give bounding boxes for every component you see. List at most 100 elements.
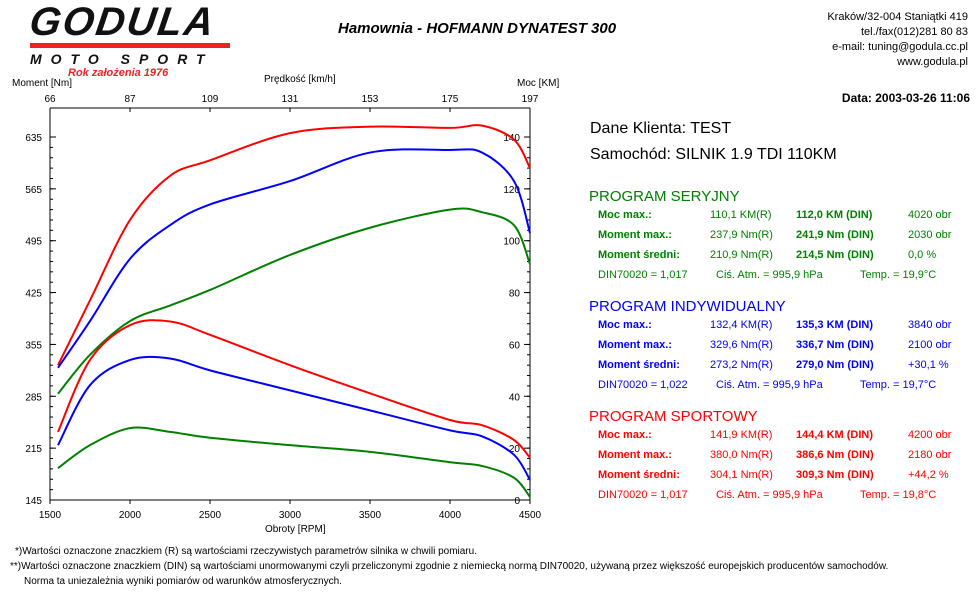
y2-axis-label: Moc [KM]: [517, 78, 559, 89]
program-row: Moment średni: 273,2 Nm(R) 279,0 Nm (DIN) +…: [598, 359, 949, 371]
x-tick-label: 2500: [199, 510, 222, 521]
program-cell: Moc max.:: [598, 209, 652, 221]
program-cell: 2030 obr: [908, 229, 952, 241]
y-tick-label: 355: [25, 340, 42, 351]
y2-tick-label: 40: [509, 392, 521, 403]
x-tick-label: 3500: [359, 510, 382, 521]
program-cell: 214,5 Nm (DIN): [796, 249, 874, 261]
series-line-moment-sportowy: [57, 319, 531, 459]
footnote-1: *)Wartości oznaczone znaczkiem (R) są wa…: [15, 546, 477, 557]
x2-tick-label: 87: [124, 94, 136, 105]
footnote-2: **)Wartości oznaczone znaczkiem (DIN) są…: [10, 561, 889, 572]
x-tick-label: 3000: [279, 510, 302, 521]
din-factor: DIN70020 = 1,022: [598, 379, 688, 391]
program-cell: Moment średni:: [598, 359, 680, 371]
din-factor: DIN70020 = 1,017: [598, 489, 688, 501]
x-tick-label: 2000: [119, 510, 142, 521]
date: Data: 2003-03-26 11:06: [841, 91, 970, 105]
program-cell: +44,2 %: [908, 469, 949, 481]
din-factor: DIN70020 = 1,017: [598, 269, 688, 281]
footnote-3: Norma ta uniezależnia wyniki pomiarów od…: [24, 576, 342, 587]
program-title: PROGRAM SERYJNY: [589, 188, 740, 205]
y-tick-label: 145: [25, 496, 42, 507]
temperature: Temp. = 19,7°C: [860, 379, 937, 391]
pressure: Ciś. Atm. = 995,9 hPa: [716, 489, 823, 501]
x2-tick-label: 109: [202, 94, 219, 105]
program-cell: 304,1 Nm(R): [710, 469, 773, 481]
program-cell: 132,4 KM(R): [710, 319, 773, 331]
program-cell: 380,0 Nm(R): [710, 449, 773, 461]
program-cell: 336,7 Nm (DIN): [796, 339, 874, 351]
program-cell: Moment max.:: [598, 229, 672, 241]
program-cell: Moment średni:: [598, 249, 680, 261]
program-cell: 112,0 KM (DIN): [796, 209, 873, 221]
pressure: Ciś. Atm. = 995,9 hPa: [716, 269, 823, 281]
y-axis-label: Moment [Nm]: [12, 78, 72, 89]
program-cell: +30,1 %: [908, 359, 949, 371]
program-cell: 2100 obr: [908, 339, 952, 351]
program-row: Moc max.: 141,9 KM(R) 144,4 KM (DIN) 4200 o…: [598, 429, 951, 441]
program-cell: Moc max.:: [598, 319, 652, 331]
series-line-moment-indywidualny: [57, 355, 531, 481]
program-cell: 279,0 Nm (DIN): [796, 359, 874, 371]
y-tick-label: 425: [25, 289, 42, 300]
program-row: Moment max.: 329,6 Nm(R) 336,7 Nm (DIN) 210…: [598, 339, 951, 351]
client-name: Dane Klienta: TEST: [590, 120, 732, 137]
program-row: Moc max.: 110,1 KM(R) 112,0 KM (DIN) 4020 o…: [598, 209, 951, 221]
program-row: Moc max.: 132,4 KM(R) 135,3 KM (DIN) 3840 o…: [598, 319, 951, 331]
program-row: Moment max.: 237,9 Nm(R) 241,9 Nm (DIN) 203…: [598, 229, 951, 241]
address: Kraków/32-004 Staniątki 419 tel./fax(012…: [827, 10, 968, 70]
y-tick-label: 285: [25, 392, 42, 403]
program-row: Moment średni: 304,1 Nm(R) 309,3 Nm (DIN) +…: [598, 469, 949, 481]
footnotes: *)Wartości oznaczone znaczkiem (R) są wa…: [10, 544, 888, 589]
program-cell: 0,0 %: [908, 249, 937, 261]
temperature: Temp. = 19,8°C: [860, 489, 937, 501]
program-cell: 273,2 Nm(R): [710, 359, 773, 371]
x2-tick-label: 131: [282, 94, 299, 105]
series-line-moc-seryjny: [57, 207, 531, 395]
program-conditions: DIN70020 = 1,017 Ciś. Atm. = 995,9 hPa Tem…: [598, 269, 936, 281]
program-row: Moment max.: 380,0 Nm(R) 386,6 Nm (DIN) 218…: [598, 449, 951, 461]
website: www.godula.pl: [897, 56, 968, 68]
y2-tick-label: 100: [503, 237, 520, 248]
x2-tick-label: 66: [44, 94, 56, 105]
y-tick-label: 495: [25, 237, 42, 248]
y2-tick-label: 60: [509, 340, 521, 351]
program-cell: 3840 obr: [908, 319, 952, 331]
program-cell: 4200 obr: [908, 429, 952, 441]
temperature: Temp. = 19,9°C: [860, 269, 937, 281]
x-tick-label: 4000: [439, 510, 462, 521]
pressure: Ciś. Atm. = 995,9 hPa: [716, 379, 823, 391]
car-name: Samochód: SILNIK 1.9 TDI 110KM: [590, 146, 837, 163]
page-title: Hamownia - HOFMANN DYNATEST 300: [338, 20, 617, 37]
y-tick-label: 565: [25, 185, 42, 196]
program-cell: 329,6 Nm(R): [710, 339, 773, 351]
program-cell: Moment średni:: [598, 469, 680, 481]
program-conditions: DIN70020 = 1,022 Ciś. Atm. = 995,9 hPa Tem…: [598, 379, 936, 391]
program-cell: 386,6 Nm (DIN): [796, 449, 874, 461]
program-cell: 237,9 Nm(R): [710, 229, 773, 241]
x2-axis-label: Prędkość [km/h]: [264, 74, 336, 85]
logo: GODULA MOTO SPORT Rok założenia 1976: [27, 0, 230, 79]
logo-bar: [30, 43, 230, 48]
program-cell: Moment max.:: [598, 339, 672, 351]
series-line-moment-seryjny: [57, 426, 531, 498]
y-tick-label: 215: [25, 444, 42, 455]
program-cell: 309,3 Nm (DIN): [796, 469, 874, 481]
program-cell: 2180 obr: [908, 449, 952, 461]
program-cell: 141,9 KM(R): [710, 429, 773, 441]
x2-tick-label: 197: [522, 94, 539, 105]
series-line-moc-indywidualny: [57, 148, 531, 369]
y2-tick-label: 0: [514, 496, 520, 507]
logo-since: Rok założenia 1976: [68, 67, 169, 79]
phone: tel./fax(012)281 80 83: [860, 26, 968, 38]
program-cell: Moment max.:: [598, 449, 672, 461]
program-cell: 241,9 Nm (DIN): [796, 229, 874, 241]
x2-tick-label: 153: [362, 94, 379, 105]
program-title: PROGRAM SPORTOWY: [589, 408, 758, 425]
x-axis-label: Obroty [RPM]: [265, 524, 326, 535]
x2-tick-label: 175: [442, 94, 459, 105]
address-line: Kraków/32-004 Staniątki 419: [827, 11, 968, 23]
program-row: Moment średni: 210,9 Nm(R) 214,5 Nm (DIN) 0…: [598, 249, 936, 261]
